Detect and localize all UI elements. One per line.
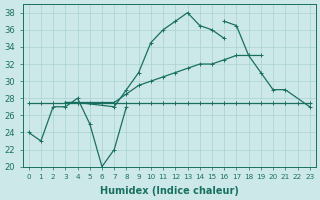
X-axis label: Humidex (Indice chaleur): Humidex (Indice chaleur) [100, 186, 239, 196]
